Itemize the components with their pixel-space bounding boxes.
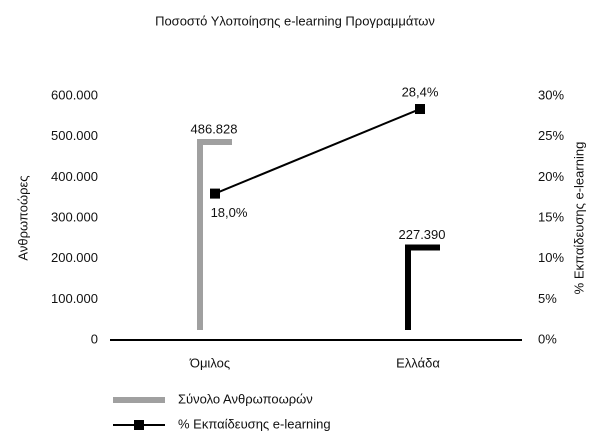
y2-axis-label: % Εκπαίδευσης e-learning <box>571 142 586 295</box>
y-tick-label: 0 <box>91 331 98 346</box>
y2-tick-label: 20% <box>538 169 564 184</box>
y-axis-label: Ανθρωποώρες <box>15 175 30 260</box>
bar-value-label: 486.828 <box>191 121 238 136</box>
y-tick-label: 200.000 <box>51 250 98 265</box>
chart-title: Ποσοστό Υλοποίησης e-learning Προγραμμάτ… <box>155 13 435 28</box>
legend-label: Σύνολο Ανθρωποωρών <box>178 391 313 406</box>
line-value-label: 18,0% <box>211 205 248 220</box>
legend-marker <box>134 420 144 430</box>
y-tick-label: 400.000 <box>51 169 98 184</box>
y-tick-label: 100.000 <box>51 291 98 306</box>
line-marker <box>415 104 425 115</box>
y2-tick-label: 5% <box>538 291 557 306</box>
y2-tick-label: 0% <box>538 331 557 346</box>
y2-tick-label: 15% <box>538 209 564 224</box>
bar <box>197 139 232 330</box>
line-value-label: 28,4% <box>402 84 439 99</box>
x-tick-label: Όμιλος <box>189 355 230 370</box>
x-tick-label: Ελλάδα <box>396 355 440 370</box>
bar-value-label: 227.390 <box>399 227 446 242</box>
line <box>214 108 421 195</box>
y-tick-label: 600.000 <box>51 87 98 102</box>
y2-tick-label: 10% <box>538 250 564 265</box>
line-marker <box>210 188 220 199</box>
legend-label: % Εκπαίδευσης e-learning <box>178 416 331 431</box>
y-tick-label: 500.000 <box>51 128 98 143</box>
y2-tick-label: 25% <box>538 128 564 143</box>
bar <box>405 244 440 330</box>
y2-tick-label: 30% <box>538 87 564 102</box>
y-tick-label: 300.000 <box>51 209 98 224</box>
